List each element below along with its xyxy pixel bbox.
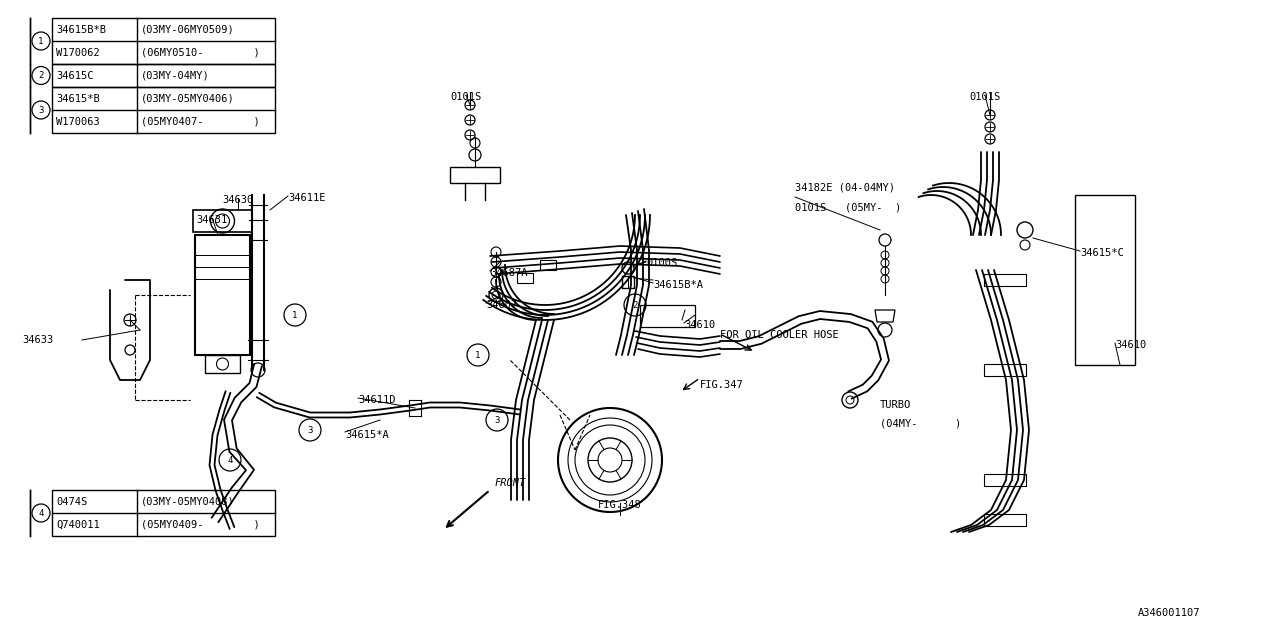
Text: 34633: 34633: [22, 335, 54, 345]
Text: A346001107: A346001107: [1138, 608, 1201, 618]
Text: (05MY0407-        ): (05MY0407- ): [141, 116, 260, 127]
Text: 2: 2: [632, 301, 637, 310]
Text: 0101S: 0101S: [451, 92, 481, 102]
Text: 34182E (04-04MY): 34182E (04-04MY): [795, 182, 895, 192]
Text: 4: 4: [228, 456, 233, 465]
Text: 34615C: 34615C: [56, 70, 93, 81]
Text: 4: 4: [38, 509, 44, 518]
Text: 34615B*A: 34615B*A: [653, 280, 703, 290]
Text: 34611E: 34611E: [288, 193, 325, 203]
Text: (05MY0409-        ): (05MY0409- ): [141, 520, 260, 529]
Bar: [1075, 195, 1135, 365]
Bar: [52, 490, 275, 536]
Bar: [640, 305, 695, 327]
Text: FRONT: FRONT: [495, 478, 526, 488]
Text: FIG.348: FIG.348: [598, 500, 641, 510]
Text: 1: 1: [38, 36, 44, 45]
Bar: [205, 355, 241, 373]
Text: (06MY0510-        ): (06MY0510- ): [141, 47, 260, 58]
Text: 0100S: 0100S: [646, 258, 677, 268]
Text: 34615*B: 34615*B: [56, 93, 100, 104]
Text: 34611D: 34611D: [358, 395, 396, 405]
Text: FOR OIL COOLER HOSE: FOR OIL COOLER HOSE: [721, 330, 838, 340]
Text: (04MY-      ): (04MY- ): [881, 418, 961, 428]
Text: 34615*A: 34615*A: [346, 430, 389, 440]
Bar: [52, 64, 275, 87]
Text: 2: 2: [38, 71, 44, 80]
Bar: [984, 274, 1027, 286]
Text: (03MY-04MY): (03MY-04MY): [141, 70, 210, 81]
Text: 34615*C: 34615*C: [1080, 248, 1124, 258]
Bar: [517, 273, 532, 283]
Text: TURBO: TURBO: [881, 400, 911, 410]
Text: 0474S: 0474S: [56, 497, 87, 506]
Bar: [52, 87, 275, 133]
Bar: [451, 167, 500, 183]
Text: 0101S   (05MY-  ): 0101S (05MY- ): [795, 202, 901, 212]
Bar: [540, 260, 556, 270]
Text: Q740011: Q740011: [56, 520, 100, 529]
Text: 3: 3: [494, 415, 499, 424]
Text: 1: 1: [475, 351, 481, 360]
Text: 1: 1: [292, 310, 298, 319]
Bar: [984, 474, 1027, 486]
Text: W170063: W170063: [56, 116, 100, 127]
Text: 3: 3: [38, 106, 44, 115]
Text: 34610: 34610: [1115, 340, 1147, 350]
Text: 34631: 34631: [196, 215, 228, 225]
Text: FIG.347: FIG.347: [700, 380, 744, 390]
Text: W170062: W170062: [56, 47, 100, 58]
Bar: [52, 18, 275, 64]
Text: 3: 3: [307, 426, 312, 435]
Text: 34687A: 34687A: [490, 268, 527, 278]
Bar: [984, 514, 1027, 526]
Text: 0101S: 0101S: [969, 92, 1001, 102]
Bar: [195, 235, 250, 355]
Text: (03MY-05MY0406): (03MY-05MY0406): [141, 93, 234, 104]
Bar: [193, 210, 252, 232]
Text: 34615B*B: 34615B*B: [56, 24, 106, 35]
Text: 34607: 34607: [486, 300, 517, 310]
Text: (03MY-05MY0408): (03MY-05MY0408): [141, 497, 234, 506]
Text: 34610: 34610: [684, 320, 716, 330]
Bar: [984, 364, 1027, 376]
Text: 34630: 34630: [223, 195, 253, 205]
Text: (03MY-06MY0509): (03MY-06MY0509): [141, 24, 234, 35]
